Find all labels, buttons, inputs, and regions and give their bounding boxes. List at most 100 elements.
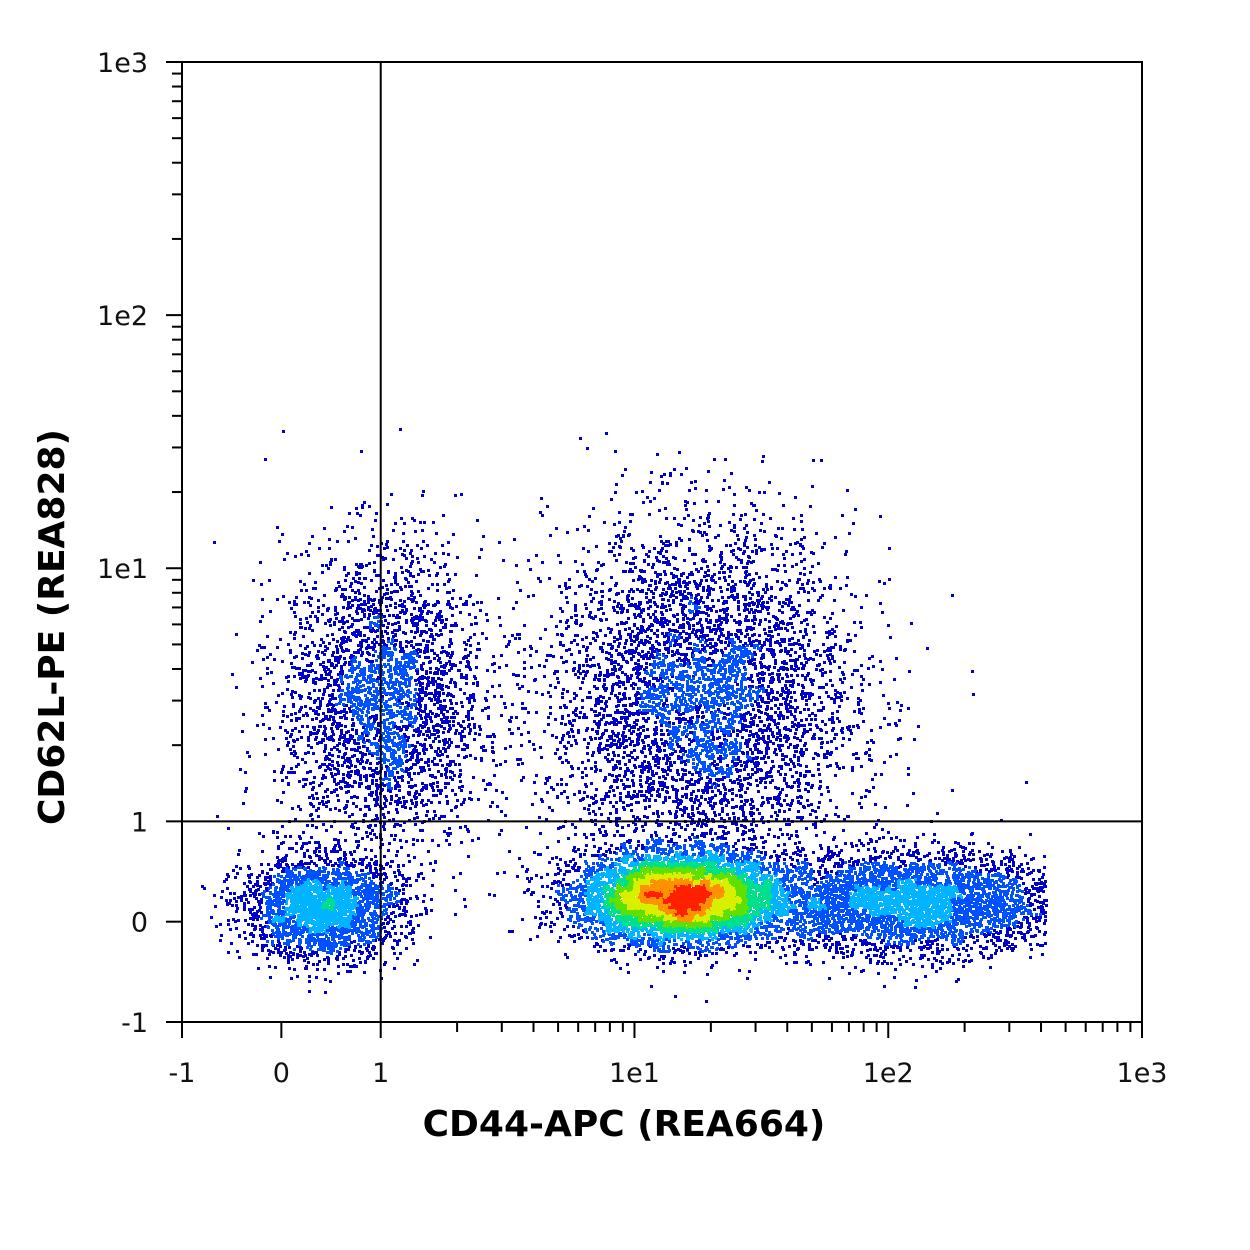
event-dot	[592, 898, 595, 901]
event-dot	[535, 874, 538, 877]
event-dot	[723, 937, 726, 940]
event-dot	[723, 832, 726, 835]
event-dot	[730, 860, 733, 863]
event-dot	[567, 918, 570, 921]
event-dot	[637, 933, 640, 936]
event-dot	[610, 959, 613, 962]
event-dot	[728, 927, 731, 930]
event-dot	[545, 910, 548, 913]
event-dot	[764, 944, 767, 947]
event-dot	[725, 933, 728, 936]
event-dot	[593, 933, 596, 936]
event-dot	[717, 921, 720, 924]
event-dot	[655, 928, 658, 931]
event-dot	[631, 924, 634, 927]
event-dot	[578, 937, 581, 940]
event-dot	[780, 927, 783, 930]
event-dot	[688, 860, 691, 863]
event-dot	[627, 947, 630, 950]
event-dot	[605, 901, 608, 904]
event-dot	[583, 870, 586, 873]
event-dot	[753, 912, 756, 915]
event-dot	[727, 848, 730, 851]
event-dot	[663, 872, 666, 875]
event-dot	[641, 854, 644, 857]
event-dot	[769, 889, 772, 892]
event-dot	[734, 928, 737, 931]
event-dot	[598, 857, 601, 860]
event-dot	[689, 946, 692, 949]
event-dot	[663, 955, 666, 958]
event-dot	[618, 863, 621, 866]
event-dot	[544, 923, 547, 926]
event-dot	[801, 882, 804, 885]
event-dot	[599, 873, 602, 876]
event-dot	[620, 843, 623, 846]
event-dot	[600, 927, 603, 930]
event-dot	[774, 937, 777, 940]
event-dot	[667, 844, 670, 847]
event-dot	[615, 961, 618, 964]
event-dot	[594, 854, 597, 857]
event-dot	[656, 966, 659, 969]
event-dot	[755, 882, 758, 885]
event-dot	[610, 929, 613, 932]
event-dot	[754, 931, 757, 934]
event-dot	[565, 901, 568, 904]
event-dot	[550, 930, 553, 933]
event-dot	[566, 925, 569, 928]
event-dot	[645, 854, 648, 857]
event-dot	[615, 935, 618, 938]
event-dot	[660, 852, 663, 855]
event-dot	[670, 960, 673, 963]
event-dot	[706, 937, 709, 940]
event-dot	[762, 846, 765, 849]
event-dot	[632, 929, 635, 932]
event-dot	[670, 863, 673, 866]
event-dot	[612, 942, 615, 945]
event-dot	[750, 852, 753, 855]
event-dot	[576, 912, 579, 915]
event-dot	[574, 869, 577, 872]
event-dot	[531, 891, 534, 894]
event-dot	[575, 908, 578, 911]
event-dot	[570, 910, 573, 913]
event-dot	[598, 916, 601, 919]
event-dot	[620, 934, 623, 937]
event-dot	[737, 875, 740, 878]
event-dot	[819, 904, 822, 907]
event-dot	[608, 916, 611, 919]
event-dot	[753, 933, 756, 936]
event-dot	[609, 937, 612, 940]
event-dot	[755, 865, 758, 868]
event-dot	[753, 872, 756, 875]
event-dot	[630, 943, 633, 946]
event-dot	[839, 879, 842, 882]
event-dot	[636, 915, 639, 918]
event-dot	[736, 854, 739, 857]
event-dot	[679, 949, 682, 952]
event-dot	[725, 845, 728, 848]
event-dot	[591, 891, 594, 894]
event-dot	[633, 942, 636, 945]
event-dot	[594, 871, 597, 874]
event-dot	[623, 945, 626, 948]
event-dot	[738, 868, 741, 871]
event-dot	[698, 951, 701, 954]
event-dot	[587, 890, 590, 893]
event-dot	[783, 858, 786, 861]
event-dot	[737, 936, 740, 939]
event-dot	[817, 941, 820, 944]
event-dot	[762, 932, 765, 935]
event-dot	[737, 839, 740, 842]
event-dot	[723, 886, 726, 889]
event-dot	[619, 849, 622, 852]
event-dot	[584, 894, 587, 897]
event-dot	[734, 937, 737, 940]
event-dot	[767, 925, 770, 928]
event-dot	[616, 863, 619, 866]
event-dot	[715, 941, 718, 944]
event-dot	[604, 842, 607, 845]
event-dot	[554, 898, 557, 901]
event-dot	[624, 847, 627, 850]
